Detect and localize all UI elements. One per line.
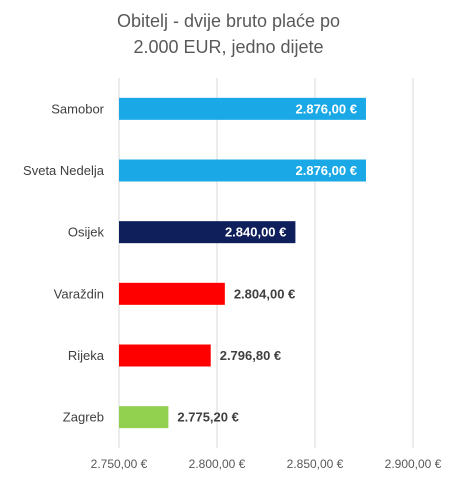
chart-title-line-2: 2.000 EUR, jedno dijete [133, 37, 324, 57]
x-tick-label: 2.800,00 € [189, 457, 246, 471]
x-tick-label: 2.900,00 € [385, 457, 442, 471]
chart-title-line-1: Obitelj - dvije bruto plaće po [116, 11, 341, 31]
data-label: 2.840,00 € [225, 225, 286, 240]
data-label: 2.876,00 € [296, 163, 357, 178]
bar [119, 406, 169, 429]
data-label: 2.876,00 € [296, 101, 357, 116]
bar [119, 159, 366, 182]
category-label: Varaždin [54, 286, 104, 301]
bar [119, 344, 211, 367]
bar [119, 97, 366, 120]
category-label: Sveta Nedelja [23, 163, 105, 178]
bar [119, 221, 296, 244]
category-label: Samobor [51, 101, 104, 116]
x-tick-label: 2.850,00 € [287, 457, 344, 471]
category-label: Osijek [68, 225, 105, 240]
x-tick-label: 2.750,00 € [91, 457, 148, 471]
category-label: Rijeka [68, 348, 105, 363]
data-label: 2.775,20 € [177, 410, 238, 425]
data-label: 2.804,00 € [234, 286, 295, 301]
category-label: Zagreb [63, 410, 104, 425]
bar [119, 282, 225, 305]
data-label: 2.796,80 € [220, 348, 281, 363]
